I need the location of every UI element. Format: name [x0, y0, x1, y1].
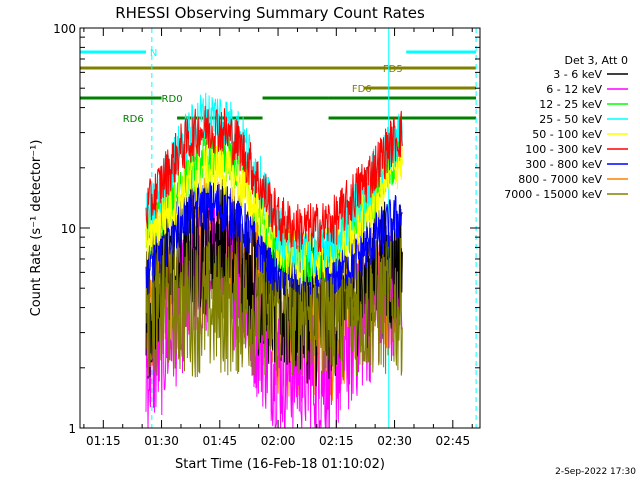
x-tick-label-2: 01:45	[203, 434, 238, 448]
y-tick-label-1: 10	[61, 222, 76, 236]
legend-label-6: 300 - 800 keV	[525, 158, 602, 171]
legend-title: Det 3, Att 0	[565, 54, 629, 67]
legend: Det 3, Att 0 3 - 6 keV 6 - 12 keV 12 - 25 …	[504, 54, 628, 201]
x-axis-label: Start Time (16-Feb-18 01:10:02)	[175, 457, 385, 472]
x-tick-label-3: 02:00	[261, 434, 296, 448]
flag-bars: N FD5 FD6 RD0 RD6	[80, 48, 477, 125]
legend-label-1: 6 - 12 keV	[546, 83, 602, 96]
series-line-7000-15000-kev	[145, 237, 403, 378]
legend-label-5: 100 - 300 keV	[525, 143, 602, 156]
legend-label-3: 25 - 50 keV	[539, 113, 602, 126]
legend-label-7: 800 - 7000 keV	[518, 173, 602, 186]
footer-timestamp: 2-Sep-2022 17:30	[555, 467, 636, 477]
series-line-300-800-kev	[145, 181, 403, 299]
x-tick-label-1: 01:30	[144, 434, 179, 448]
flag-label-fd5: FD5	[383, 64, 403, 75]
y-tick-label-2: 100	[53, 22, 76, 36]
y-axis-label: Count Rate (s⁻¹ detector⁻¹)	[29, 140, 44, 317]
legend-label-8: 7000 - 15000 keV	[504, 188, 602, 201]
chart-title: RHESSI Observing Summary Count Rates	[115, 4, 425, 22]
flag-label-fd6: FD6	[352, 84, 372, 95]
y-tick-label-0: 1	[68, 422, 76, 436]
axes: 01:15 01:30 01:45 02:00 02:15 02:30 02:45 1 10 10…	[53, 22, 480, 448]
legend-label-0: 3 - 6 keV	[553, 68, 602, 81]
legend-label-2: 12 - 25 keV	[539, 98, 602, 111]
flag-label-rd0: RD0	[162, 94, 183, 105]
flag-label-n: N	[150, 48, 157, 59]
flag-label-rd6: RD6	[123, 114, 144, 125]
legend-label-4: 50 - 100 keV	[532, 128, 602, 141]
x-tick-label-0: 01:15	[86, 434, 121, 448]
series-line-100-300-kev	[145, 105, 403, 253]
x-tick-label-4: 02:15	[319, 434, 354, 448]
x-tick-label-6: 02:45	[436, 434, 471, 448]
series-lines	[145, 92, 403, 430]
x-tick-label-5: 02:30	[377, 434, 412, 448]
